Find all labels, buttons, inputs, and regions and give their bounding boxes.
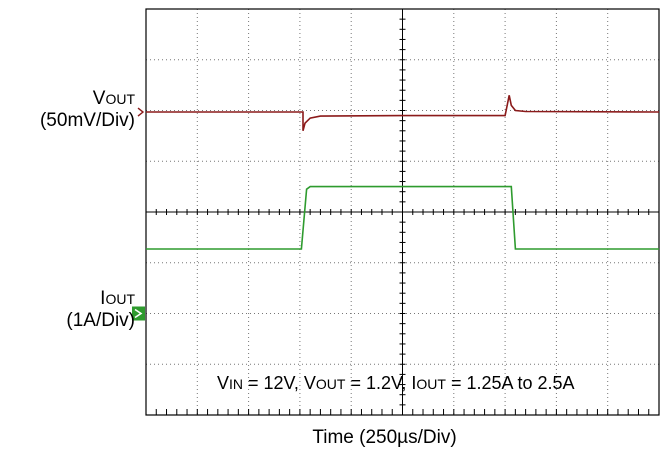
graticule (145, 8, 660, 416)
vout-name: V (92, 88, 106, 109)
iout-name-sub: OUT (105, 291, 135, 307)
vout-name-sub: OUT (105, 91, 135, 107)
x-axis-label-mu: µ (397, 427, 409, 448)
vout-scale: (50mV/Div) (39, 110, 135, 131)
iout-name: I (100, 288, 106, 309)
iout-scale: (1A/Div) (66, 310, 135, 331)
x-axis-label-suffix: s/Div) (408, 427, 457, 448)
vout-channel-label: VOUT (50mV/Div) (40, 88, 135, 132)
test-conditions-annotation: VIN = 12V, VOUT = 1.2V, IOUT = 1.25A to … (217, 372, 575, 395)
vout-ground-marker-icon (137, 107, 145, 117)
iout-marker-arrow-icon (134, 308, 143, 319)
traces (146, 95, 660, 250)
x-axis-label-prefix: Time (250 (312, 427, 398, 448)
annotation-text: = 1.2V, I (345, 373, 417, 393)
x-axis-label: Time (250µs/Div) (0, 427, 669, 449)
annotation-subscript: OUT (315, 376, 346, 392)
annotation-text: = 1.25A to 2.5A (445, 373, 575, 393)
iout-channel-label: IOUT (1A/Div) (66, 288, 135, 332)
annotation-text: = 12V, V (243, 373, 316, 393)
annotation-text: V (217, 373, 230, 393)
vout-trace (146, 95, 660, 132)
iout-trace (146, 185, 659, 250)
annotation-subscript: OUT (416, 376, 446, 392)
annotation-subscript: IN (229, 376, 244, 392)
plot-frame (145, 8, 660, 416)
channel-markers (132, 107, 145, 321)
